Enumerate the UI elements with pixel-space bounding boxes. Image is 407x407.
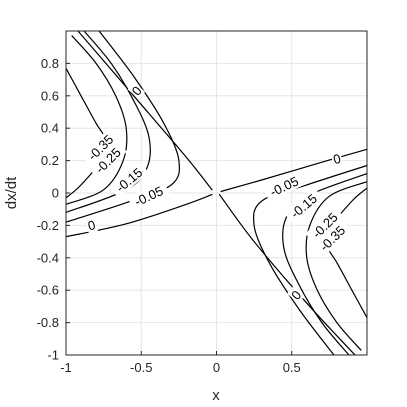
grid-layer (66, 31, 367, 355)
contour-label-background (287, 286, 305, 304)
x-tick-label: 0.5 (283, 360, 301, 375)
contour-label: 0 (331, 151, 342, 167)
x-tick-label: -1 (60, 360, 72, 375)
contour-line (77, 30, 213, 191)
contour-label-background (88, 140, 128, 180)
contour-label-group: 0 (84, 216, 98, 234)
contour-label-group: 0 (127, 82, 146, 100)
contour-line (218, 194, 356, 356)
y-tick-label: 0 (52, 186, 59, 201)
contour-label-background (305, 205, 344, 245)
contour-label-group: 0 (330, 150, 344, 167)
contour-line (65, 67, 108, 199)
contour-label-background (80, 127, 120, 167)
x-tick-label: 0 (213, 360, 220, 375)
contour-label: -0.05 (132, 183, 165, 209)
tick-layer: -1 -0.5 0 0.5 0.8 0.6 0.4 0.2 0 -0.2 -0.4 -0.6 -0.8 -… (37, 56, 301, 375)
y-tick-label: -0.8 (37, 315, 59, 330)
x-tick-label: -0.5 (130, 360, 152, 375)
contour-label: 0 (86, 217, 97, 233)
y-tick-label: -0.2 (37, 218, 59, 233)
contour-label-background (127, 180, 170, 211)
y-tick-label: -1 (47, 348, 59, 363)
contour-line (65, 35, 128, 205)
contour-label-group: -0.05 (262, 170, 306, 202)
y-tick-label: 0.6 (41, 88, 59, 103)
contour-label-group: 0 (287, 286, 305, 304)
contour-label-background (330, 150, 344, 167)
y-tick-label: -0.4 (37, 250, 59, 265)
y-tick-label: 0.8 (41, 56, 59, 71)
contour-layer (65, 30, 368, 356)
x-axis-label: x (212, 387, 220, 404)
y-axis-label: dx/dt (3, 176, 20, 209)
contour-label-background (312, 218, 352, 258)
y-tick-label: 0.4 (41, 121, 59, 136)
contour-line (220, 148, 368, 192)
y-tick-label: -0.6 (37, 283, 59, 298)
contour-line (65, 30, 181, 223)
contour-label-background (84, 216, 98, 234)
contour-label-background (108, 161, 149, 199)
y-tick-label: 0.2 (41, 153, 59, 168)
contour-label-background (283, 187, 324, 225)
contour-line (305, 181, 368, 351)
contour-label-background (127, 82, 146, 100)
contour-label-background (262, 170, 306, 202)
contour-line (252, 164, 368, 356)
